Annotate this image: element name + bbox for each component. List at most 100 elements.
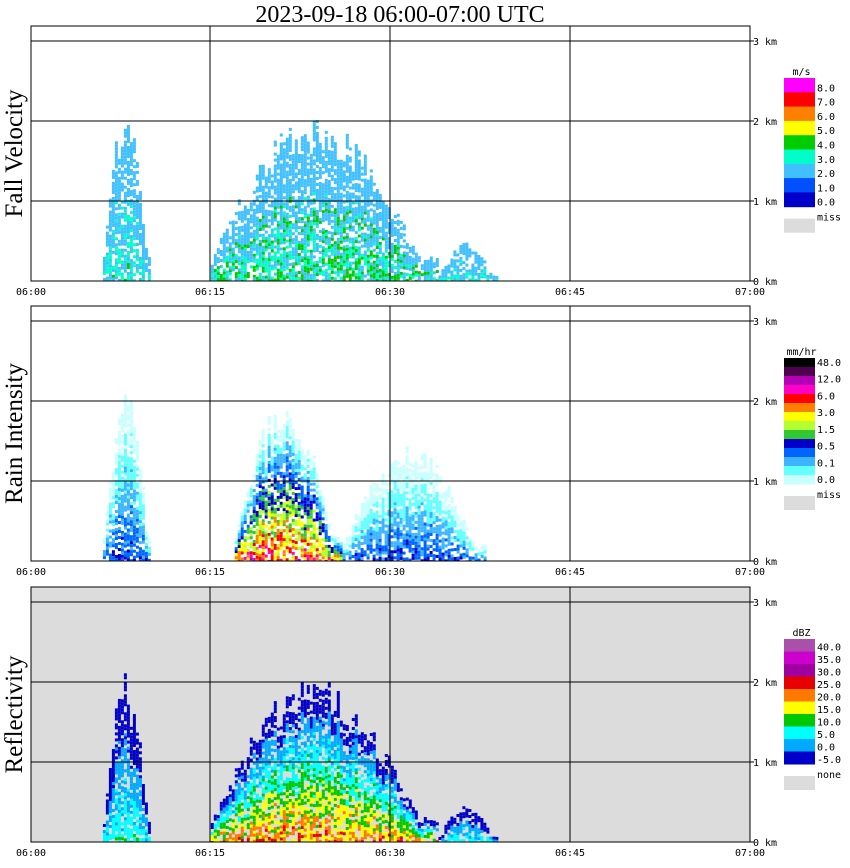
data-cell (408, 516, 412, 520)
data-cell (258, 527, 262, 530)
data-cell (378, 496, 382, 500)
data-cell (312, 279, 316, 281)
data-cell (327, 174, 331, 178)
data-cell (282, 559, 286, 561)
data-cell (114, 144, 118, 148)
data-cell (300, 497, 304, 501)
data-cell (144, 557, 148, 561)
data-cell (216, 272, 220, 276)
data-cell (438, 476, 442, 480)
data-cell (129, 726, 133, 730)
data-cell (267, 195, 271, 199)
data-cell (372, 209, 376, 213)
data-cell (318, 175, 322, 179)
data-cell (312, 150, 316, 154)
data-cell (126, 414, 130, 418)
data-cell (255, 537, 259, 541)
data-cell (411, 272, 415, 276)
data-cell (120, 188, 124, 192)
data-cell (276, 157, 280, 161)
data-cell (246, 221, 250, 224)
data-cell (132, 243, 136, 247)
data-cell (405, 273, 409, 276)
data-cell (270, 267, 274, 271)
data-cell (144, 251, 148, 254)
data-cell (378, 556, 382, 560)
data-cell (276, 196, 280, 200)
data-cell (354, 523, 358, 527)
data-cell (291, 247, 295, 251)
data-cell (372, 536, 376, 540)
data-cell (363, 523, 367, 527)
data-cell (267, 192, 271, 196)
data-cell (252, 513, 256, 516)
data-cell (447, 548, 451, 552)
data-cell (291, 482, 295, 486)
data-cell (378, 205, 382, 209)
data-cell (435, 473, 439, 477)
data-cell (273, 152, 277, 156)
data-cell (231, 247, 235, 251)
data-cell (321, 156, 325, 160)
data-cell (327, 156, 331, 160)
data-cell (381, 521, 385, 525)
data-cell (132, 726, 136, 729)
data-cell (390, 499, 394, 503)
data-cell (117, 818, 121, 822)
data-cell (243, 226, 247, 230)
data-cell (396, 491, 400, 495)
data-cell (276, 172, 280, 176)
data-cell (387, 531, 391, 534)
data-cell (432, 262, 436, 266)
data-cell (306, 225, 310, 229)
data-cell (375, 549, 379, 553)
data-cell (132, 144, 136, 148)
data-cell (120, 155, 124, 159)
data-cell (453, 250, 457, 254)
data-cell (342, 550, 346, 553)
data-cell (321, 204, 325, 208)
data-cell (273, 188, 277, 192)
data-cell (375, 558, 379, 561)
data-cell (300, 548, 304, 552)
data-cell (126, 486, 130, 490)
data-cell (126, 761, 130, 765)
data-cell (135, 236, 139, 240)
data-cell (402, 272, 406, 276)
data-cell (321, 195, 325, 199)
data-cell (132, 771, 136, 774)
data-cell (270, 528, 274, 532)
data-cell (309, 273, 313, 277)
data-cell (396, 515, 400, 519)
data-cell (336, 198, 340, 202)
data-cell (414, 493, 418, 497)
data-cell (288, 262, 292, 266)
data-cell (120, 497, 124, 501)
data-cell (381, 201, 385, 205)
data-cell (117, 179, 121, 183)
data-cell (123, 457, 127, 461)
data-cell (393, 556, 397, 560)
data-cell (249, 235, 253, 239)
data-cell (372, 269, 376, 273)
data-cell (321, 517, 325, 521)
data-cell (441, 531, 445, 535)
data-cell (303, 533, 307, 537)
data-cell (420, 484, 424, 488)
data-cell (327, 216, 331, 220)
data-cell (426, 274, 430, 278)
data-cell (315, 246, 319, 249)
data-cell (426, 481, 430, 485)
data-cell (465, 251, 469, 255)
data-cell (123, 496, 127, 500)
data-cell (306, 515, 310, 519)
data-cell (309, 186, 313, 190)
data-cell (279, 483, 283, 487)
data-cell (135, 182, 139, 186)
data-cell (483, 260, 487, 264)
data-cell (288, 220, 292, 224)
data-cell (216, 251, 220, 255)
data-cell (132, 435, 136, 439)
data-cell (108, 789, 112, 792)
data-cell (246, 494, 250, 498)
